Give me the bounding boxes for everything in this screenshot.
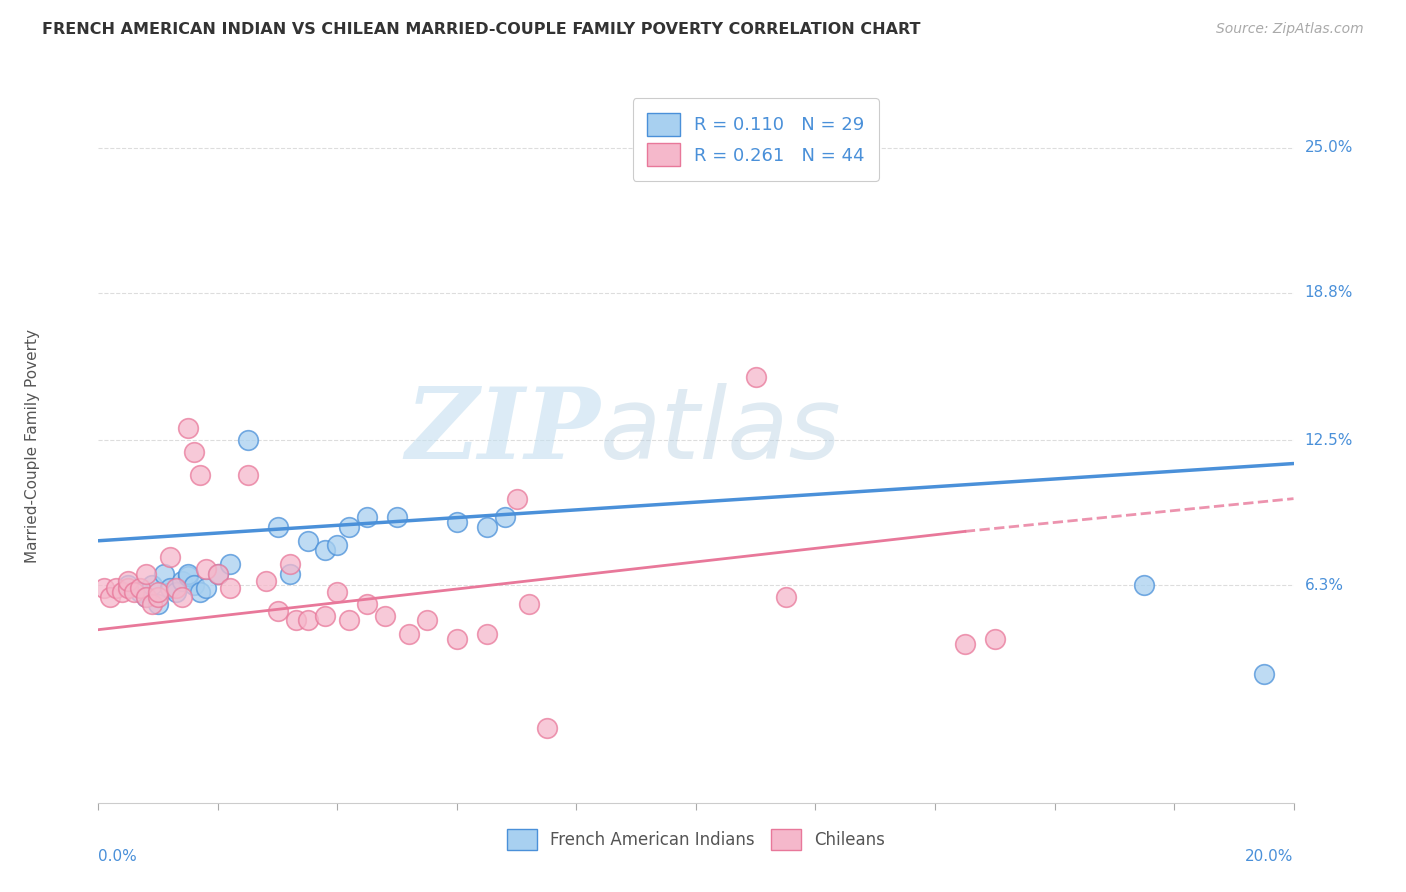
Point (183, 578, 205, 592)
Point (416, 613, 439, 627)
Text: Source: ZipAtlas.com: Source: ZipAtlas.com (1216, 22, 1364, 37)
Legend: French American Indians, Chileans: French American Indians, Chileans (498, 821, 894, 859)
Point (207, 566, 229, 581)
Point (129, 581, 152, 595)
Text: 0.0%: 0.0% (98, 849, 138, 864)
Point (475, 519, 498, 533)
Point (297, 613, 319, 627)
Point (105, 581, 128, 595)
Point (339, 519, 360, 533)
Point (506, 491, 529, 506)
Point (356, 510, 378, 524)
Point (93, 581, 115, 595)
Point (356, 597, 378, 611)
Point (267, 519, 290, 533)
Point (159, 581, 181, 595)
Point (165, 585, 187, 599)
Point (475, 627, 498, 641)
Point (385, 510, 409, 524)
Point (775, 590, 797, 604)
Point (219, 557, 242, 571)
Point (148, 590, 170, 604)
Point (194, 581, 218, 595)
Point (129, 585, 152, 599)
Text: atlas: atlas (600, 384, 842, 480)
Point (117, 578, 139, 592)
Point (183, 445, 205, 459)
Point (172, 590, 194, 604)
Point (165, 581, 187, 595)
Point (1253, 667, 1275, 681)
Point (517, 597, 540, 611)
Point (284, 613, 307, 627)
Point (188, 468, 211, 483)
Point (278, 566, 301, 581)
Point (207, 566, 229, 581)
Point (111, 585, 134, 599)
Point (177, 569, 200, 583)
Text: 6.3%: 6.3% (1305, 578, 1344, 592)
Point (236, 433, 259, 447)
Point (953, 637, 976, 651)
Point (315, 608, 337, 623)
Point (315, 543, 337, 558)
Point (148, 597, 170, 611)
Text: 25.0%: 25.0% (1305, 140, 1353, 155)
Point (117, 581, 139, 595)
Point (398, 627, 420, 641)
Text: 20.0%: 20.0% (1246, 849, 1294, 864)
Point (148, 585, 170, 599)
Point (297, 533, 319, 548)
Point (536, 721, 558, 735)
Point (494, 510, 516, 524)
Point (339, 613, 360, 627)
Point (745, 370, 768, 384)
Point (172, 574, 194, 588)
Point (194, 562, 218, 576)
Point (141, 578, 163, 592)
Point (117, 574, 139, 588)
Point (446, 515, 468, 529)
Point (141, 597, 163, 611)
Point (1133, 578, 1156, 592)
Text: 12.5%: 12.5% (1305, 433, 1353, 448)
Point (236, 468, 259, 483)
Point (254, 574, 277, 588)
Text: ZIP: ZIP (405, 384, 600, 480)
Point (326, 538, 349, 552)
Text: FRENCH AMERICAN INDIAN VS CHILEAN MARRIED-COUPLE FAMILY POVERTY CORRELATION CHAR: FRENCH AMERICAN INDIAN VS CHILEAN MARRIE… (42, 22, 921, 37)
Point (177, 421, 200, 435)
Point (135, 590, 157, 604)
Point (135, 590, 157, 604)
Point (446, 632, 468, 646)
Point (98, 590, 122, 604)
Point (374, 608, 396, 623)
Point (135, 566, 157, 581)
Point (188, 585, 211, 599)
Point (267, 604, 290, 618)
Point (219, 581, 242, 595)
Text: 18.8%: 18.8% (1305, 285, 1353, 301)
Point (326, 585, 349, 599)
Point (983, 632, 1005, 646)
Point (177, 566, 200, 581)
Point (278, 557, 301, 571)
Point (124, 585, 146, 599)
Text: Married-Couple Family Poverty: Married-Couple Family Poverty (25, 329, 41, 563)
Point (153, 566, 176, 581)
Point (159, 550, 181, 565)
